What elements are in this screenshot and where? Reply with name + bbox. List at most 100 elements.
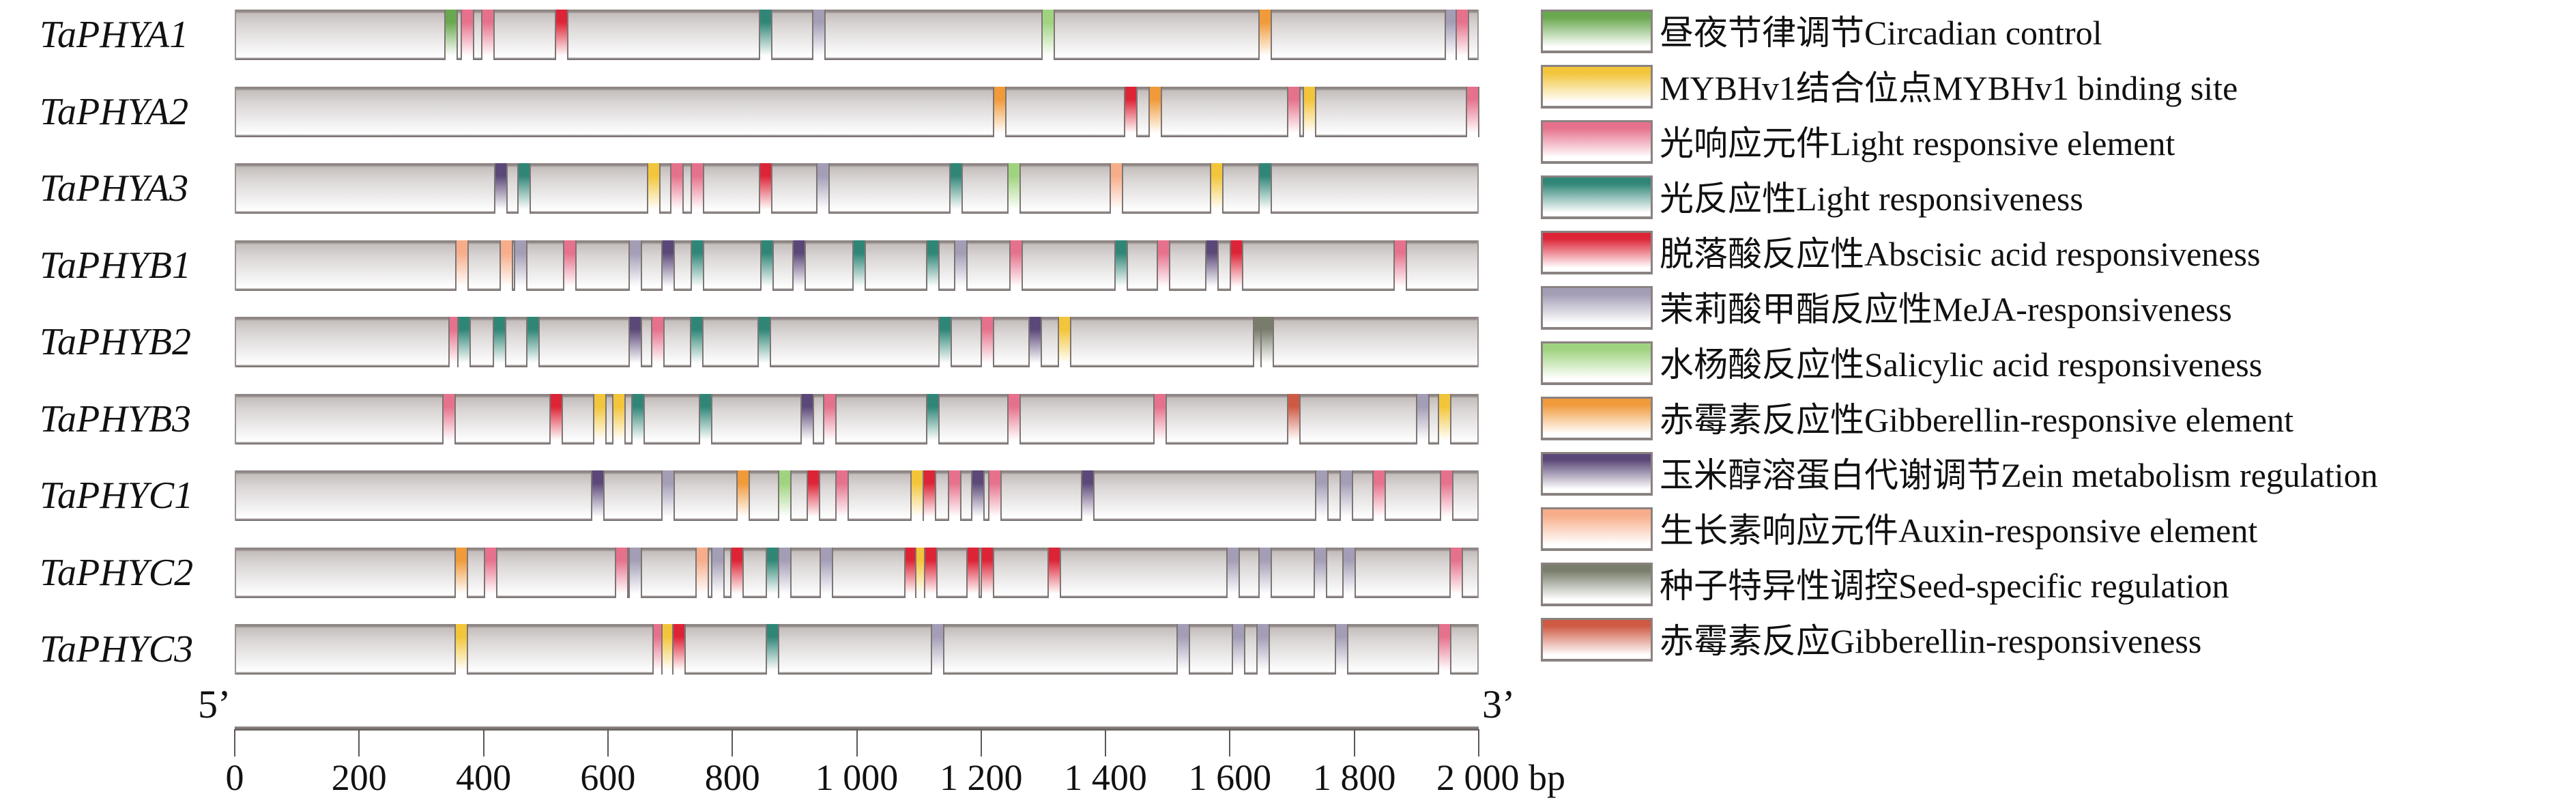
cis-element-lr — [760, 240, 775, 291]
cis-element-auxin — [454, 240, 469, 291]
legend-swatch — [1541, 120, 1653, 164]
cis-element-zein — [494, 163, 508, 214]
cis-element-lr — [938, 317, 953, 367]
cis-element-zein — [800, 393, 814, 444]
track-label: TaPHYA2 — [40, 90, 189, 133]
legend-label: 昼夜节律调节Circadian control — [1660, 14, 2102, 52]
cis-element-lre — [483, 547, 497, 598]
axis-tick — [607, 729, 609, 756]
legend-item-lre: 光响应元件Light responsive element — [1541, 120, 2564, 165]
cis-element-lr — [691, 240, 705, 291]
cis-element-lr — [525, 317, 540, 367]
cis-element-zein — [970, 470, 985, 521]
legend-item-sa: 水杨酸反应性Salicylic acid responsiveness — [1541, 341, 2564, 386]
legend-label: 玉米醇溶蛋白代谢调节Zein metabolism regulation — [1660, 456, 2378, 494]
legend-swatch — [1541, 231, 1653, 274]
cis-element-myb — [454, 624, 468, 675]
legend-label: 种子特异性调控Seed-specific regulation — [1660, 567, 2229, 605]
cis-element-lre — [1456, 10, 1470, 60]
legend-item-gar: 赤霉素反应Gibberellin-responsiveness — [1541, 618, 2564, 663]
cis-element-aba — [1123, 86, 1138, 137]
cis-element-lr — [1114, 240, 1129, 291]
track-label: TaPHYA3 — [40, 167, 189, 210]
legend-item-seed: 种子特异性调控Seed-specific regulation — [1541, 563, 2564, 608]
legend-label: 水杨酸反应性Salicylic acid responsiveness — [1660, 345, 2263, 384]
cis-element-myb — [1210, 163, 1224, 214]
cis-element-aba — [1229, 240, 1243, 291]
cis-element-lr — [765, 547, 779, 598]
cis-element-lr — [765, 624, 779, 675]
cis-element-gare — [454, 547, 468, 598]
axis-tick — [234, 729, 235, 756]
cis-element-aba — [671, 624, 686, 675]
axis-tick-label: 0 — [225, 757, 244, 798]
legend-label: 光响应元件Light responsive element — [1660, 124, 2175, 162]
cis-element-meja — [953, 240, 968, 291]
axis-tick — [980, 729, 982, 756]
cis-element-lr — [852, 240, 867, 291]
legend-item-gare: 赤霉素反应性Gibberellin-responsive element — [1541, 397, 2564, 442]
cis-element-meja — [1340, 470, 1354, 521]
cis-element-sa — [1007, 163, 1022, 214]
axis-tick-label: 1 000 — [815, 757, 899, 798]
cis-element-lre — [988, 470, 1002, 521]
promoter-track — [235, 86, 1480, 137]
cis-element-lre — [650, 317, 665, 367]
cis-element-lre — [1286, 86, 1301, 137]
cis-element-zein — [628, 317, 643, 367]
legend-swatch — [1541, 286, 1653, 330]
three-prime-label: 3’ — [1482, 682, 1516, 726]
axis-tick-label: 800 — [704, 757, 760, 798]
legend-swatch — [1541, 10, 1653, 53]
cis-element-lr — [457, 317, 471, 367]
promoter-track — [235, 10, 1479, 60]
promoter-track — [235, 317, 1479, 367]
cis-element-meja — [1256, 624, 1270, 675]
axis-tick-label: 2 000 bp — [1436, 757, 1565, 798]
cis-element-lre — [1438, 624, 1452, 675]
cis-element-zein — [661, 240, 676, 291]
cis-element-aba — [1047, 547, 1061, 598]
axis-tick — [1229, 729, 1231, 756]
cis-element-zein — [1080, 470, 1095, 521]
axis-tick-label: 1 400 — [1064, 757, 1147, 798]
axis-tick — [482, 729, 484, 756]
cis-element-lre — [1439, 470, 1453, 521]
cis-element-lre — [1009, 240, 1024, 291]
promoter-track — [235, 163, 1479, 214]
cis-element-lre — [670, 163, 684, 214]
legend-label: 光反应性Light responsiveness — [1660, 180, 2083, 218]
cis-element-meja — [1416, 393, 1430, 444]
cis-element-lre — [1007, 393, 1022, 444]
cis-element-meja — [1232, 624, 1246, 675]
axis-tick — [856, 729, 858, 756]
cis-element-aba — [554, 10, 568, 60]
cis-element-auxin — [1109, 163, 1123, 214]
cis-element-meja — [1226, 547, 1241, 598]
cis-element-lre — [1157, 240, 1171, 291]
cis-element-aba — [923, 470, 937, 521]
axis-tick — [732, 729, 734, 756]
cis-element-circadian — [444, 10, 459, 60]
legend-swatch — [1541, 618, 1653, 662]
legend-swatch — [1541, 452, 1653, 496]
cis-element-lre — [481, 10, 495, 60]
legend-label: 脱落酸反应性Abscisic acid responsiveness — [1660, 235, 2261, 273]
axis-tick-label: 400 — [456, 757, 512, 798]
cis-element-aba — [924, 547, 938, 598]
cis-element-myb — [910, 470, 925, 521]
cis-element-lr — [689, 317, 704, 367]
cis-element-lr — [757, 317, 771, 367]
cis-element-lre — [615, 547, 629, 598]
cis-element-myb — [593, 393, 607, 444]
cis-element-meja — [1258, 547, 1272, 598]
legend-label: 茉莉酸甲酯反应性MeJA-responsiveness — [1660, 290, 2232, 328]
cis-element-lr — [631, 393, 645, 444]
cis-element-lr — [492, 317, 506, 367]
cis-element-lr — [758, 10, 772, 60]
cis-element-aba — [806, 470, 820, 521]
legend-swatch — [1541, 397, 1653, 440]
cis-element-lre — [1153, 393, 1167, 444]
cis-element-lr — [949, 163, 963, 214]
axis-tick — [358, 729, 360, 756]
